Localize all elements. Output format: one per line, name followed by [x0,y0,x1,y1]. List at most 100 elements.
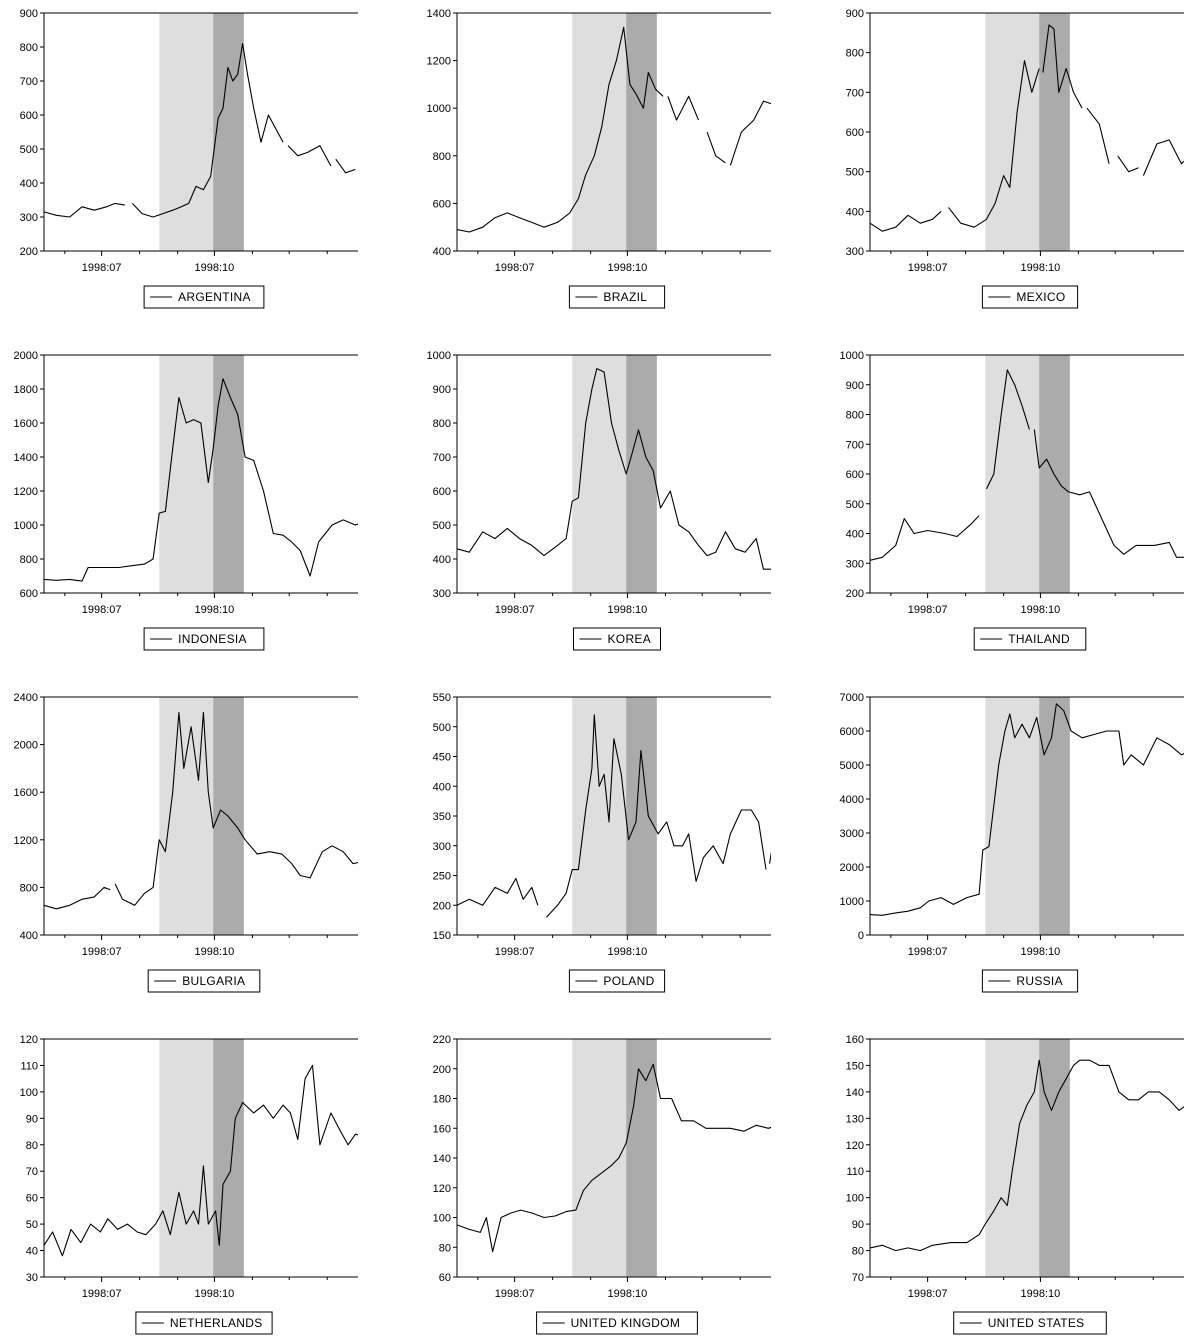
x-tick-label: 1998:10 [195,1288,235,1300]
y-tick-label: 400 [20,178,38,190]
y-tick-label: 120 [846,1140,864,1152]
y-tick-label: 1000 [840,896,864,908]
series-line-thailand-segment-2 [986,369,1030,490]
shaded-period-dark [626,13,657,251]
x-tick-label: 1998:07 [495,1288,535,1300]
shaded-period-light [159,13,214,251]
y-tick-label: 1200 [14,835,38,847]
shaded-period-light [985,13,1040,251]
y-tick-label: 800 [846,48,864,60]
chart-svg-russia: 0 1000 2000 3000 4000 5000 6000 7000 1998:07 1998… [840,692,1185,993]
y-tick-label: 400 [433,554,451,566]
y-tick-label: 30 [26,1272,38,1284]
y-tick-label: 160 [846,1034,864,1046]
x-tick-label: 1998:10 [195,946,235,958]
y-tick-label: 1400 [14,452,38,464]
y-tick-label: 550 [433,692,451,704]
legend-box [147,969,261,993]
y-tick-label: 1400 [427,8,451,20]
y-tick-label: 130 [846,1113,864,1125]
x-tick-label: 1998:10 [1021,262,1061,274]
y-tick-label: 1200 [14,486,38,498]
y-tick-label: 110 [20,1060,38,1072]
legend-box [973,627,1087,651]
y-tick-label: 350 [433,811,451,823]
chart-svg-united-states: 70 80 90 100 110 120 130 140 150 160 1998:07 1998:1… [846,1034,1185,1335]
y-tick-label: 90 [26,1113,38,1125]
chart-panel-argentina: 200 300 400 500 600 700 800 900 1998:07 1998:10 AR… [6,0,365,317]
y-tick-label: 600 [846,127,864,139]
y-tick-label: 1600 [14,787,38,799]
series-line-united-kingdom-segment-1 [456,1063,778,1253]
y-tick-label: 180 [433,1094,451,1106]
y-tick-label: 0 [858,930,864,942]
y-tick-label: 700 [846,87,864,99]
chart-panel-mexico: 300 400 500 600 700 800 900 1998:07 1998:10 MEXIC… [832,0,1185,317]
y-tick-label: 600 [20,110,38,122]
y-tick-label: 200 [846,588,864,600]
x-tick-label: 1998:07 [908,1288,948,1300]
y-tick-label: 800 [20,42,38,54]
y-tick-label: 900 [433,384,451,396]
chart-panel-russia: 0 1000 2000 3000 4000 5000 6000 7000 1998:07 1998… [832,684,1185,1001]
series-line-brazil-segment-1 [456,26,664,233]
x-tick-label: 1998:07 [908,262,948,274]
y-tick-label: 600 [846,469,864,481]
chart-panel-thailand: 200 300 400 500 600 700 800 900 1000 1998:07 1998:… [832,342,1185,659]
shaded-period-dark [1039,13,1070,251]
chart-panel-brazil: 400 600 800 1000 1200 1400 1998:07 1998:10 BRAZI… [419,0,778,317]
y-tick-label: 500 [846,499,864,511]
x-tick-label: 1998:10 [1021,604,1061,616]
legend-label: THAILAND [1008,632,1070,646]
shaded-period-dark [626,355,657,593]
x-tick-label: 1998:10 [1021,1288,1061,1300]
x-tick-label: 1998:10 [195,262,235,274]
series-line-indonesia-segment-1 [43,378,365,582]
series-line-thailand-segment-3 [1033,429,1185,558]
series-line-mexico-segment-1 [869,210,942,232]
legend-label: RUSSIA [1016,974,1062,988]
y-tick-label: 300 [433,588,451,600]
legend-box [135,1311,273,1335]
legend-label: INDONESIA [178,632,247,646]
y-tick-label: 250 [433,871,451,883]
x-tick-label: 1998:07 [495,604,535,616]
legend-label: POLAND [603,974,654,988]
y-tick-label: 200 [433,1064,451,1076]
legend-label: KOREA [608,632,652,646]
legend-box [981,285,1079,309]
x-tick-label: 1998:10 [195,604,235,616]
legend-label: BRAZIL [603,290,647,304]
chart-panel-poland: 150 200 250 300 350 400 450 500 550 1998:07 1998:1… [419,684,778,1001]
y-tick-label: 800 [433,151,451,163]
x-tick-label: 1998:10 [1021,946,1061,958]
y-tick-label: 600 [433,486,451,498]
y-tick-label: 700 [433,452,451,464]
chart-svg-united-kingdom: 60 80 100 120 140 160 180 200 220 1998:07 1998:10 U… [433,1034,778,1335]
shaded-period-dark [626,1039,657,1277]
y-tick-label: 500 [20,144,38,156]
y-tick-label: 6000 [840,726,864,738]
y-tick-label: 40 [26,1246,38,1258]
series-line-brazil-segment-3 [706,131,726,164]
shaded-period-light [159,697,214,935]
y-tick-label: 300 [433,841,451,853]
shaded-period-dark [213,13,244,251]
y-tick-label: 500 [433,722,451,734]
y-tick-label: 1000 [427,103,451,115]
series-line-argentina-segment-2 [131,43,284,218]
chart-panel-netherlands: 30 40 50 60 70 80 90 100 110 120 1998:07 1998:10 NET… [6,1026,365,1343]
legend-label: UNITED KINGDOM [571,1316,681,1330]
y-tick-label: 400 [846,206,864,218]
y-tick-label: 80 [852,1246,864,1258]
y-tick-label: 900 [20,8,38,20]
series-line-argentina-segment-4 [335,158,356,174]
shaded-period-light [572,13,627,251]
y-tick-label: 120 [433,1183,451,1195]
chart-svg-brazil: 400 600 800 1000 1200 1400 1998:07 1998:10 BRAZI… [427,8,778,309]
y-tick-label: 1600 [14,418,38,430]
plot-frame [869,696,1185,936]
y-tick-label: 900 [846,8,864,20]
y-tick-label: 2000 [14,350,38,362]
